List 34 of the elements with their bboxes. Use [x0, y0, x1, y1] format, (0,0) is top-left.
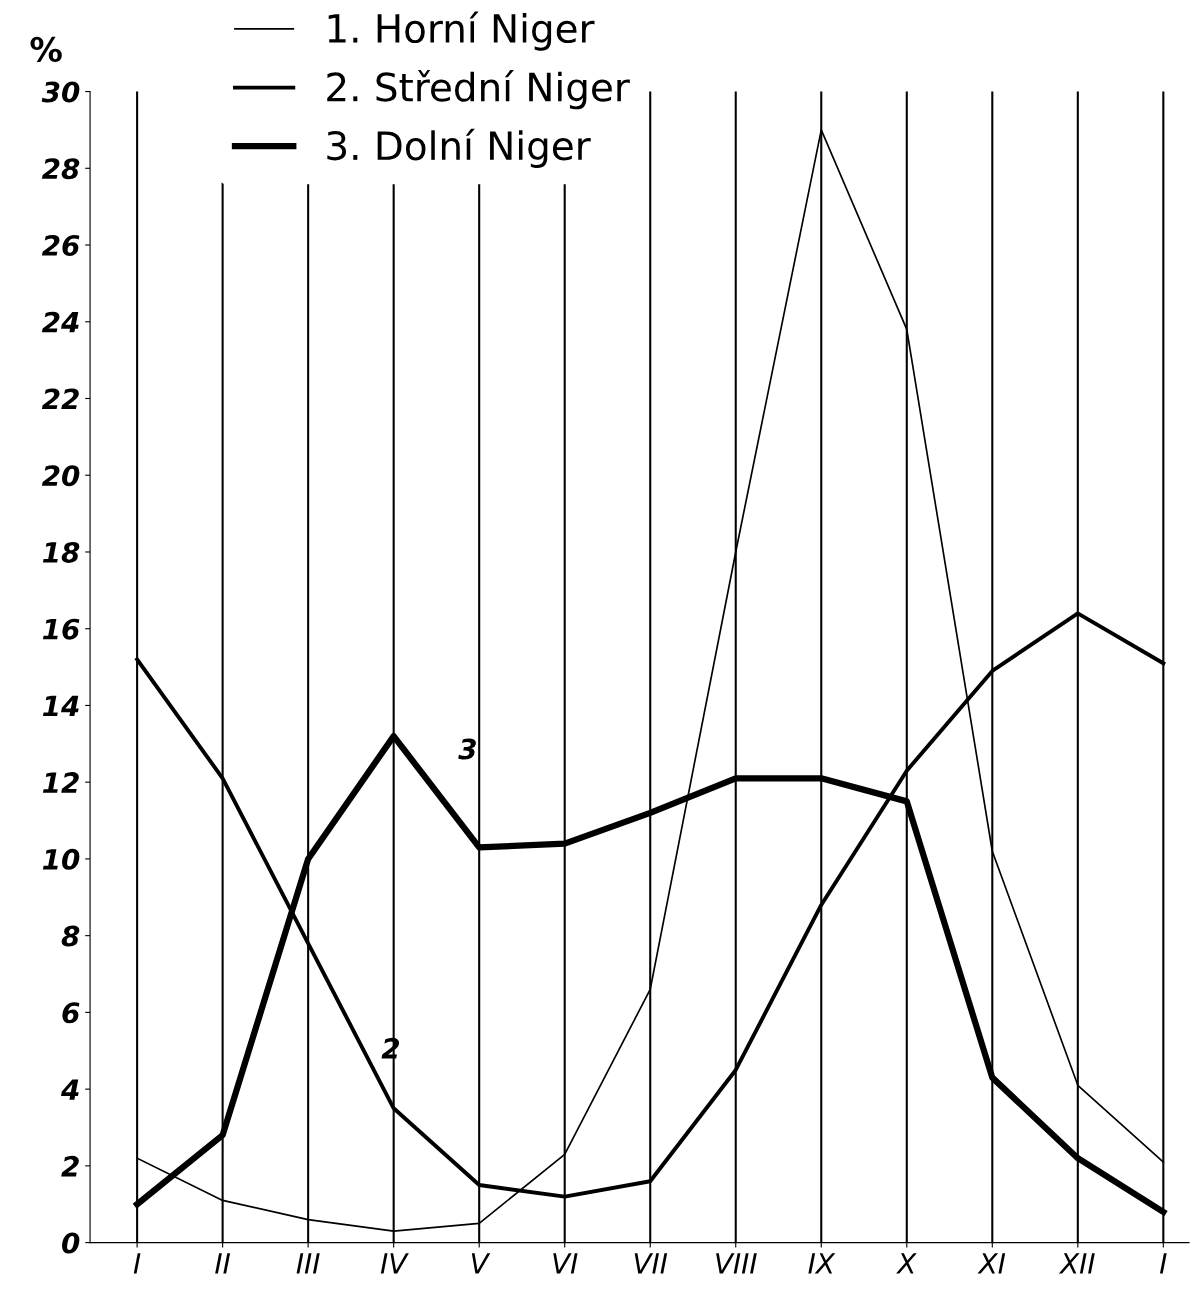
x-tick-label: I [1159, 1253, 1167, 1274]
x-tick-label: XI [977, 1253, 1006, 1274]
y-tick-label: 0 [62, 1232, 80, 1254]
legend-label: 3. Dolní Niger [327, 128, 591, 168]
x-tick-label: III [296, 1253, 320, 1274]
y-tick-label: 10 [42, 848, 80, 870]
y-tick-label: 4 [61, 1079, 79, 1100]
x-tick-label: IX [808, 1253, 836, 1274]
y-tick-label: 26 [41, 234, 80, 257]
y-tick-label: 22 [41, 388, 79, 410]
y-tick-label: 18 [42, 541, 80, 563]
y-tick-label: 28 [41, 158, 80, 180]
x-tick-label: VIII [716, 1253, 757, 1274]
x-tick-label: VII [634, 1253, 668, 1274]
legend-label: 1. Horní Niger [328, 11, 595, 51]
y-tick-label: 12 [42, 772, 79, 793]
x-tick-label: X [896, 1253, 917, 1274]
x-tick-label: II [215, 1253, 231, 1274]
y-tick-label: 16 [42, 618, 80, 640]
x-tick-label: IV [380, 1253, 409, 1274]
x-tick-label: VI [553, 1253, 578, 1274]
y-tick-label: 20 [41, 465, 80, 487]
y-axis-title: % [30, 36, 62, 63]
y-tick-label: 24 [41, 311, 79, 333]
y-tick-label: 14 [42, 695, 79, 716]
x-tick-label: XII [1058, 1253, 1095, 1274]
annotation: 3 [458, 738, 476, 760]
y-tick-label: 2 [61, 1155, 79, 1177]
x-tick-label: I [133, 1253, 141, 1274]
x-tick-label: V [471, 1253, 491, 1274]
legend-label: 2. Střední Niger [327, 70, 630, 110]
y-tick-label: 8 [61, 925, 80, 947]
y-tick-label: 6 [62, 1002, 80, 1024]
y-tick-label: 30 [41, 81, 80, 103]
